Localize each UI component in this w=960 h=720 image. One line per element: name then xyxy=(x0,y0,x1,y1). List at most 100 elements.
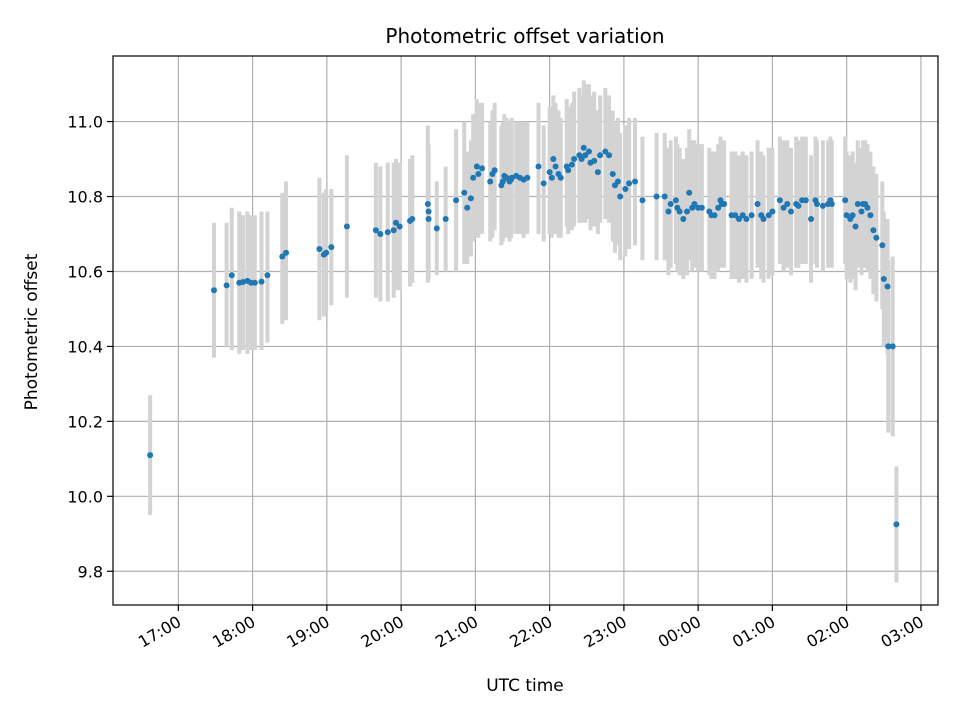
data-point xyxy=(591,157,598,164)
data-point xyxy=(711,212,718,219)
data-point xyxy=(748,212,755,219)
data-point xyxy=(228,272,235,279)
data-points xyxy=(147,144,900,528)
data-point xyxy=(632,178,639,185)
data-point xyxy=(384,229,391,236)
data-point xyxy=(323,249,330,256)
data-point xyxy=(885,343,892,350)
data-point xyxy=(602,148,609,155)
data-point xyxy=(743,216,750,223)
data-point xyxy=(597,152,604,159)
data-point xyxy=(732,212,739,219)
data-point xyxy=(409,216,416,223)
data-point xyxy=(754,201,761,208)
y-axis-label: Photometric offset xyxy=(22,253,42,410)
data-point xyxy=(571,156,578,163)
data-point xyxy=(813,201,820,208)
data-point xyxy=(442,216,449,223)
data-point xyxy=(425,216,432,223)
data-point xyxy=(721,201,728,208)
data-point xyxy=(535,163,542,170)
data-point xyxy=(684,208,691,215)
data-point xyxy=(568,161,575,168)
data-point xyxy=(392,219,399,226)
data-point xyxy=(765,212,772,219)
data-point xyxy=(760,216,767,223)
data-point xyxy=(396,223,403,230)
data-point xyxy=(580,144,587,151)
y-tick-label: 10.6 xyxy=(67,262,103,281)
data-point xyxy=(661,193,668,200)
data-point xyxy=(686,189,693,196)
data-point xyxy=(808,216,815,223)
y-tick-label: 10.2 xyxy=(67,412,103,431)
data-point xyxy=(499,178,506,185)
data-point xyxy=(854,201,861,208)
data-point xyxy=(880,275,887,282)
data-point xyxy=(283,249,290,256)
data-point xyxy=(691,201,698,208)
data-point xyxy=(453,197,460,204)
data-point xyxy=(316,245,323,252)
data-point xyxy=(879,242,886,249)
data-point xyxy=(467,195,474,202)
data-point xyxy=(606,152,613,159)
y-axis-ticks: 9.8 10.0 10.2 10.4 10.6 10.8 11.0 xyxy=(67,113,113,581)
data-point xyxy=(867,212,874,219)
data-point xyxy=(424,201,431,208)
data-point xyxy=(698,204,705,211)
data-point xyxy=(546,169,553,176)
data-point xyxy=(343,223,350,230)
data-point xyxy=(776,197,783,204)
data-point xyxy=(210,287,217,294)
data-point xyxy=(617,193,624,200)
data-point xyxy=(665,208,672,215)
data-point xyxy=(842,197,849,204)
data-point xyxy=(795,202,802,209)
y-tick-label: 10.4 xyxy=(67,337,103,356)
data-point xyxy=(550,156,557,163)
data-point xyxy=(849,212,856,219)
data-point xyxy=(787,208,794,215)
data-point xyxy=(843,212,850,219)
data-point xyxy=(873,234,880,241)
data-point xyxy=(557,174,564,181)
data-point xyxy=(680,216,687,223)
y-tick-label: 10.0 xyxy=(67,487,103,506)
data-point xyxy=(614,178,621,185)
data-point xyxy=(425,208,432,215)
data-point xyxy=(377,231,384,238)
data-point xyxy=(735,216,742,223)
chart-title: Photometric offset variation xyxy=(385,24,664,48)
data-point xyxy=(739,212,746,219)
data-point xyxy=(715,204,722,211)
data-point xyxy=(639,197,646,204)
data-point xyxy=(524,174,531,181)
y-tick-label: 11.0 xyxy=(67,113,103,132)
data-point xyxy=(622,186,629,193)
data-point xyxy=(676,208,683,215)
data-point xyxy=(784,201,791,208)
data-point xyxy=(578,156,585,163)
data-point xyxy=(870,227,877,234)
data-point xyxy=(372,227,379,234)
data-point xyxy=(475,171,482,178)
data-point xyxy=(223,282,230,289)
data-point xyxy=(889,343,896,350)
data-point xyxy=(491,167,498,174)
y-tick-label: 10.8 xyxy=(67,188,103,207)
data-point xyxy=(802,197,809,204)
plot-frame xyxy=(112,55,939,606)
data-point xyxy=(626,180,633,187)
data-point xyxy=(251,279,258,286)
data-point xyxy=(594,169,601,176)
x-axis-label: UTC time xyxy=(486,676,564,696)
data-point xyxy=(147,452,154,459)
data-point xyxy=(672,197,679,204)
data-point xyxy=(893,521,900,528)
data-point xyxy=(585,148,592,155)
data-point xyxy=(390,227,397,234)
data-point xyxy=(609,171,616,178)
data-point xyxy=(328,244,335,251)
